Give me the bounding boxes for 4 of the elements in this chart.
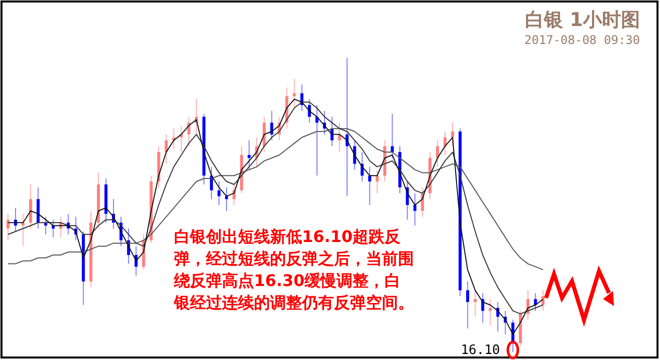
text: 2017-08-08 09:30: [524, 33, 640, 47]
chart-title: 白银 1小时图: [525, 9, 640, 31]
annotation: 白银创出短线新低16.10超跌反弹，经过短线的反弹之后，当前围绕反弹高点16.30缓慢调整，白银经过连续的调整仍有反弹空间。: [174, 226, 415, 314]
annotation: 16.10: [460, 343, 500, 358]
